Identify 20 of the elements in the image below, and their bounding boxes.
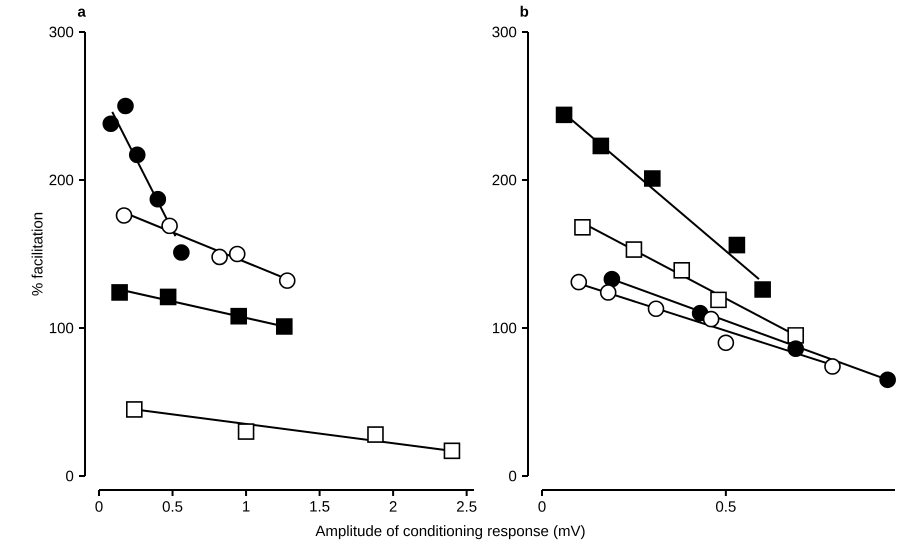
chart-title: a <box>78 8 86 17</box>
x-tick-label: 1.5 <box>310 501 330 512</box>
y-tick-label: 200 <box>492 174 516 186</box>
y-tick-label: 0 <box>66 470 74 482</box>
y-tick-label: 300 <box>49 26 74 38</box>
x-tick-label: 1 <box>243 501 250 512</box>
x-tick-label: 0.5 <box>162 501 182 512</box>
y-tick-label: 300 <box>492 26 516 38</box>
y-tick-label: 100 <box>50 322 74 334</box>
x-tick-label: 2 <box>390 501 397 512</box>
chart-title: b <box>520 6 528 17</box>
x-axis-title: Amplitude of conditioning response (mV) <box>315 525 585 540</box>
x-tick-label: 0 <box>95 501 103 512</box>
y-axis-title: % facilitation <box>32 212 43 296</box>
x-tick-label: 0.5 <box>716 501 736 512</box>
y-tick-label: 200 <box>50 174 74 186</box>
y-tick-label: 0 <box>509 470 516 482</box>
x-tick-label: 2.5 <box>456 501 476 512</box>
y-tick-label: 100 <box>492 322 516 334</box>
x-tick-label: 0 <box>538 501 546 512</box>
